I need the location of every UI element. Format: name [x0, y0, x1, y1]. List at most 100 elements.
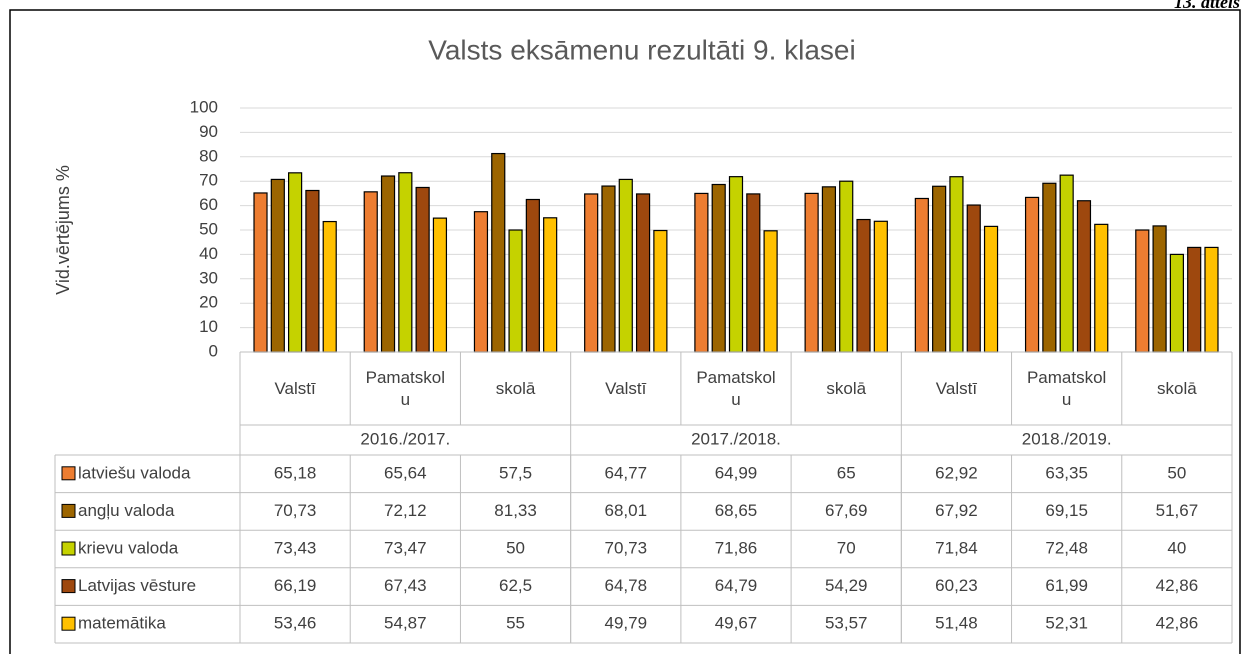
table-value: 65,18: [274, 463, 317, 482]
table-value: 71,86: [715, 538, 758, 557]
table-value: 70,73: [274, 501, 317, 520]
legend-key: [61, 579, 76, 594]
table-value: 65: [837, 463, 856, 482]
figure-label: 13. attēls: [1174, 0, 1240, 12]
x-tick-label: Valstī: [935, 378, 978, 398]
bar: [1152, 225, 1167, 353]
table-value: 68,01: [605, 501, 648, 520]
bar: [584, 193, 599, 353]
bar: [1059, 174, 1074, 353]
y-tick-label: 100: [190, 97, 218, 116]
bar: [856, 218, 871, 353]
chart-title: Valsts eksāmenu rezultāti 9. klasei: [428, 34, 855, 65]
x-tick-label: skolā: [495, 378, 536, 398]
bar: [1042, 182, 1057, 353]
bar: [618, 178, 633, 353]
bar: [398, 172, 413, 353]
bar: [288, 172, 303, 353]
table-value: 50: [1167, 463, 1186, 482]
x-tick-label: skolā: [826, 378, 867, 398]
bar: [525, 198, 540, 353]
table-value: 57,5: [499, 463, 532, 482]
table-value: 64,99: [715, 463, 758, 482]
bar: [966, 204, 981, 353]
table-value: 52,31: [1045, 614, 1088, 633]
table-value: 64,79: [715, 576, 758, 595]
legend-key: [61, 503, 76, 518]
table-value: 42,86: [1156, 614, 1199, 633]
table-value: 49,67: [715, 614, 758, 633]
table-value: 64,77: [605, 463, 648, 482]
legend-label: krievu valoda: [78, 538, 179, 557]
y-tick-label: 60: [199, 195, 218, 214]
x-tick-label: Valstī: [274, 378, 316, 398]
bar: [1187, 246, 1202, 353]
y-tick-label: 90: [199, 122, 218, 141]
y-axis-title: Vid.vērtējums %: [53, 165, 73, 295]
y-tick-label: 10: [199, 317, 218, 336]
bar: [1094, 223, 1109, 353]
table-value: 72,12: [384, 501, 427, 520]
bar: [1076, 200, 1092, 353]
bar: [543, 217, 558, 353]
legend-label: angļu valoda: [78, 501, 175, 520]
x-tick-label: Pamatskolu: [365, 367, 446, 409]
table-value: 73,43: [274, 538, 317, 557]
table-value: 62,92: [935, 463, 978, 482]
bar: [1204, 246, 1219, 353]
bar: [363, 191, 378, 353]
legend-label: Latvijas vēsture: [78, 576, 196, 595]
y-tick-label: 70: [199, 171, 218, 190]
table-value: 81,33: [494, 501, 537, 520]
table-value: 62,5: [499, 576, 532, 595]
bar: [635, 193, 651, 353]
table-value: 53,57: [825, 614, 868, 633]
bar: [694, 192, 709, 353]
table-value: 54,87: [384, 614, 427, 633]
table-value: 63,35: [1045, 463, 1088, 482]
bar: [380, 175, 396, 353]
table-value: 50: [506, 538, 525, 557]
table-value: 72,48: [1045, 538, 1088, 557]
x-tick-label: Valstī: [605, 378, 647, 398]
table-value: 69,15: [1045, 501, 1088, 520]
bar: [1024, 196, 1040, 353]
table-value: 70: [837, 538, 856, 557]
bar: [821, 186, 837, 353]
bar: [322, 220, 337, 353]
bar: [983, 225, 999, 353]
table-value: 55: [506, 614, 525, 633]
group-label: 2016./2017.: [360, 429, 450, 448]
bar: [873, 220, 888, 353]
table-value: 51,67: [1156, 501, 1199, 520]
legend-key: [61, 466, 76, 481]
table-value: 61,99: [1045, 576, 1088, 595]
chart-border: [9, 9, 1241, 654]
y-tick-label: 0: [209, 341, 218, 360]
bar: [415, 186, 430, 353]
group-label: 2018./2019.: [1022, 429, 1112, 448]
table-value: 67,92: [935, 501, 978, 520]
y-tick-label: 20: [199, 293, 218, 312]
table-value: 73,47: [384, 538, 427, 557]
table-value: 67,69: [825, 501, 868, 520]
legend-key: [61, 541, 76, 556]
bar: [763, 230, 778, 353]
table-value: 71,84: [935, 538, 978, 557]
bar: [804, 192, 819, 353]
x-tick-label: Pamatskolu: [696, 367, 776, 409]
bar: [746, 193, 761, 353]
table-value: 60,23: [935, 576, 978, 595]
bar: [601, 185, 616, 353]
y-tick-label: 40: [199, 244, 218, 263]
table-value: 70,73: [605, 538, 648, 557]
bar: [432, 217, 448, 353]
x-tick-label: Pamatskolu: [1026, 367, 1107, 409]
table-value: 42,86: [1156, 576, 1199, 595]
bar: [932, 185, 947, 353]
table-value: 68,65: [715, 501, 758, 520]
table-value: 65,64: [384, 463, 427, 482]
y-tick-label: 50: [199, 219, 218, 238]
bar: [1169, 253, 1184, 353]
